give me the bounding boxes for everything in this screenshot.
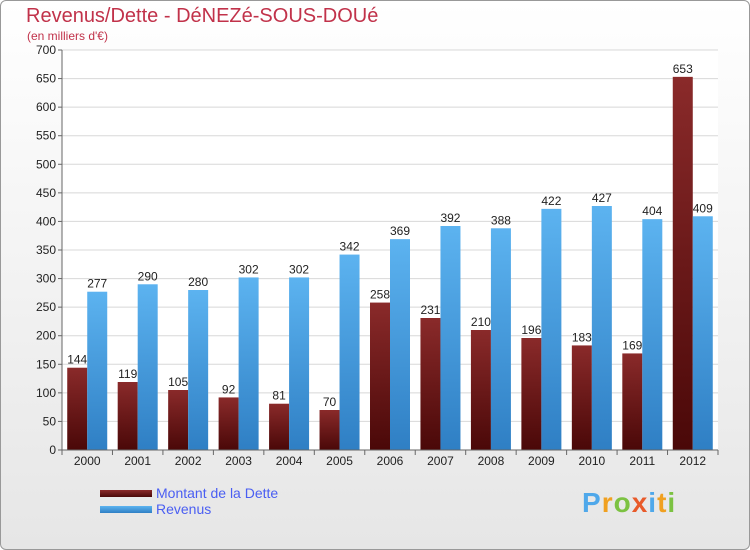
data-label-revenus: 302 [239, 262, 259, 276]
bar-dette [269, 403, 290, 450]
x-tick-label: 2002 [175, 454, 202, 468]
data-label-dette: 169 [622, 338, 642, 352]
data-label-dette: 70 [323, 395, 337, 409]
data-label-dette: 258 [370, 288, 390, 302]
y-tick-label: 50 [43, 414, 57, 428]
bar-dette [571, 345, 592, 450]
data-label-revenus: 427 [592, 191, 612, 205]
data-label-dette: 210 [471, 315, 491, 329]
logo-letter: P [582, 487, 602, 518]
logo-letter: t [657, 487, 668, 518]
legend-swatch-revenus [100, 506, 152, 513]
data-label-revenus: 388 [491, 213, 511, 227]
data-label-revenus: 369 [390, 224, 410, 238]
bar-revenus [339, 254, 360, 450]
x-tick-label: 2006 [377, 454, 404, 468]
x-tick-label: 2000 [74, 454, 101, 468]
x-tick-label: 2004 [276, 454, 303, 468]
y-tick-label: 0 [49, 443, 56, 457]
bar-revenus [440, 226, 461, 450]
bar-dette [67, 367, 88, 450]
bar-revenus [238, 277, 259, 450]
bar-revenus [642, 219, 663, 450]
bar-revenus [541, 208, 562, 450]
logo-letter: i [667, 487, 677, 518]
legend-label-revenus: Revenus [156, 501, 212, 517]
x-tick-label: 2011 [629, 454, 655, 468]
x-tick-label: 2007 [427, 454, 454, 468]
logo-letter: i [648, 487, 658, 518]
legend-swatch-dette [100, 490, 152, 497]
data-label-dette: 183 [572, 330, 592, 344]
bar-dette [470, 330, 491, 450]
data-label-dette: 81 [272, 389, 286, 403]
proxiti-logo: Proxiti [582, 487, 676, 519]
data-label-revenus: 302 [289, 262, 309, 276]
bar-dette [218, 397, 239, 450]
y-tick-label: 150 [36, 357, 56, 371]
bar-revenus [390, 239, 410, 450]
y-tick-label: 200 [36, 329, 56, 343]
bar-revenus [188, 290, 209, 450]
bar-revenus [87, 291, 108, 450]
data-label-revenus: 404 [642, 204, 662, 218]
data-label-revenus: 409 [693, 201, 713, 215]
y-tick-label: 600 [36, 100, 56, 114]
y-tick-label: 500 [36, 157, 56, 171]
bar-revenus [289, 277, 310, 450]
data-label-dette: 231 [420, 303, 440, 317]
y-tick-label: 450 [36, 186, 56, 200]
logo-letter: o [613, 487, 632, 518]
data-label-dette: 653 [673, 62, 693, 76]
data-label-dette: 119 [118, 367, 137, 381]
y-tick-label: 700 [36, 43, 56, 57]
logo-letter: r [601, 487, 614, 518]
y-tick-label: 550 [36, 129, 56, 143]
x-tick-label: 2008 [478, 454, 505, 468]
bar-dette [319, 410, 340, 450]
bar-dette [168, 390, 189, 450]
bar-dette [117, 382, 138, 450]
data-label-revenus: 392 [440, 211, 460, 225]
x-tick-label: 2009 [528, 454, 555, 468]
data-label-dette: 92 [222, 382, 236, 396]
x-tick-label: 2010 [578, 454, 605, 468]
data-label-revenus: 277 [87, 277, 107, 291]
data-label-dette: 105 [168, 375, 188, 389]
bar-dette [521, 338, 542, 450]
data-label-dette: 144 [67, 353, 87, 367]
y-tick-label: 400 [36, 214, 56, 228]
y-tick-label: 250 [36, 300, 56, 314]
data-label-revenus: 342 [340, 240, 360, 254]
x-tick-label: 2012 [679, 454, 706, 468]
bar-dette [370, 302, 390, 450]
data-label-revenus: 280 [188, 275, 208, 289]
logo-letter: x [631, 487, 649, 518]
bar-revenus [692, 216, 713, 450]
bar-dette [672, 76, 693, 450]
y-tick-label: 650 [36, 72, 56, 86]
y-tick-label: 350 [36, 243, 56, 257]
bar-revenus [591, 206, 612, 450]
data-label-revenus: 422 [541, 194, 561, 208]
bar-dette [420, 318, 441, 450]
x-tick-label: 2003 [225, 454, 252, 468]
y-tick-label: 100 [36, 386, 56, 400]
bar-dette [622, 353, 643, 450]
bar-revenus [490, 228, 511, 450]
data-label-revenus: 290 [138, 269, 158, 283]
legend-label-dette: Montant de la Dette [156, 485, 279, 501]
bar-revenus [137, 284, 158, 450]
x-tick-label: 2005 [326, 454, 353, 468]
data-label-dette: 196 [521, 323, 541, 337]
y-tick-label: 300 [36, 272, 56, 286]
x-tick-label: 2001 [124, 454, 151, 468]
chart-title: Revenus/Dette - DéNEZé-SOUS-DOUé [26, 5, 379, 27]
chart-subtitle: (en milliers d'€) [27, 29, 108, 43]
